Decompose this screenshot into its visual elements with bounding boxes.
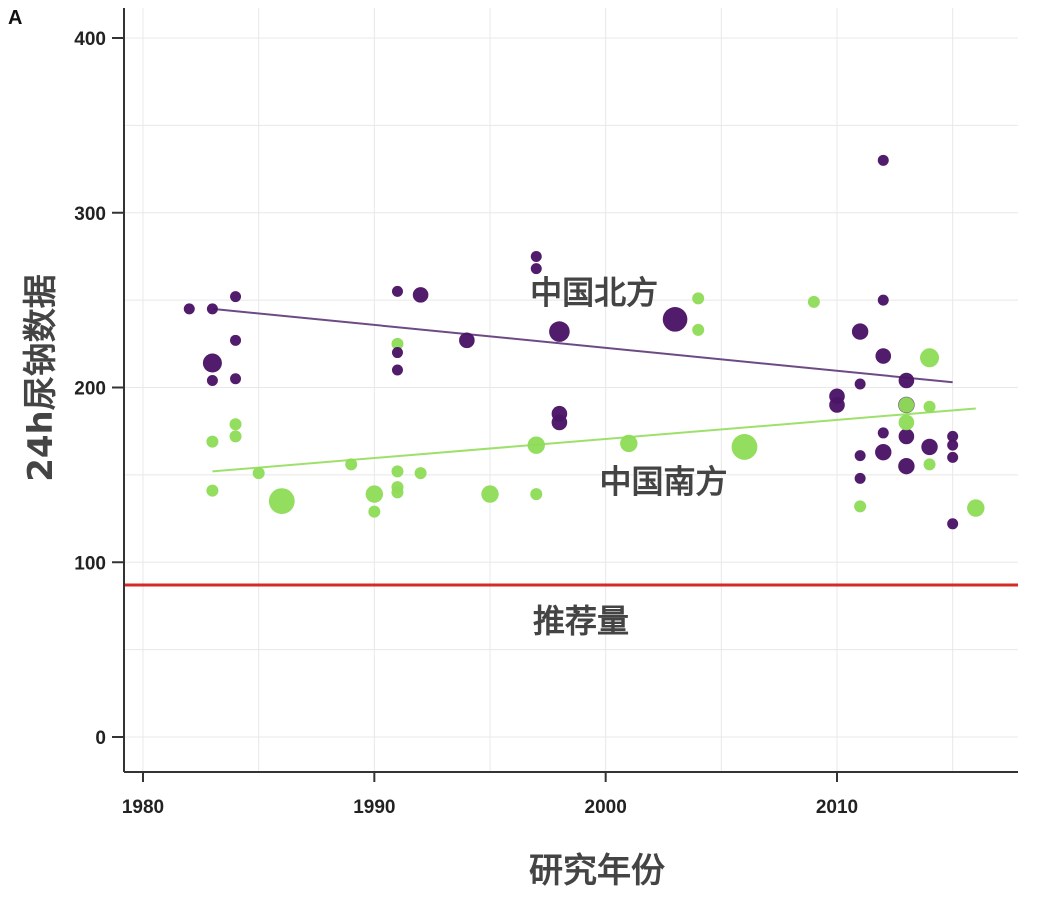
x-tick-label: 1990 [353, 797, 395, 818]
data-point-south [391, 337, 404, 350]
data-point-north [549, 321, 570, 342]
y-axis-ticks: 0 100 200 300 400 [74, 29, 124, 749]
x-tick-label: 1980 [122, 797, 164, 818]
data-point-north [854, 472, 866, 484]
data-point-north [230, 373, 242, 385]
y-tick-label: 300 [74, 204, 106, 225]
x-axis-title: 研究年份 [529, 851, 665, 891]
data-point-north [854, 450, 866, 462]
data-point-south [898, 414, 915, 431]
recommended-intake-line: 推荐量 [124, 583, 1018, 640]
series-annotation: 中国北方 [530, 274, 658, 312]
data-point-north [875, 443, 892, 461]
data-point-north [898, 457, 915, 475]
data-point-north [551, 414, 568, 431]
data-point-north [183, 303, 195, 315]
data-point-south [923, 458, 936, 471]
data-point-north [947, 430, 959, 442]
data-point-north [947, 451, 959, 463]
data-point-south [898, 397, 915, 413]
data-point-south [252, 467, 265, 480]
data-point-north [202, 353, 222, 373]
data-point-north [898, 428, 915, 445]
data-point-south [967, 499, 985, 517]
data-point-north [875, 348, 892, 364]
trend-line-north [212, 307, 953, 384]
data-point-north [921, 438, 938, 456]
data-points [183, 154, 985, 530]
reference-line-label: 推荐量 [533, 602, 629, 640]
data-point-south [923, 400, 936, 413]
series-annotation: 中国南方 [599, 462, 727, 500]
data-point-north [947, 518, 959, 530]
data-point-north [206, 303, 218, 315]
data-point-south [391, 486, 404, 499]
data-point-north [851, 323, 869, 340]
data-point-south [229, 418, 242, 431]
data-point-south [530, 488, 543, 501]
trend-lines [212, 307, 976, 473]
y-tick-label: 200 [74, 379, 106, 400]
data-point-south [731, 434, 758, 460]
data-point-north [662, 307, 688, 332]
data-point-south [620, 434, 638, 453]
y-tick-label: 100 [74, 553, 106, 574]
data-point-north [230, 291, 242, 303]
x-tick-label: 2000 [585, 797, 627, 818]
panel-label: A [8, 7, 22, 29]
x-axis-ticks: 1980 1990 2000 2010 [122, 772, 858, 818]
data-point-south [692, 292, 705, 305]
data-point-south [365, 485, 384, 503]
data-point-north [829, 397, 845, 413]
data-point-north [898, 372, 915, 389]
data-point-north [459, 332, 475, 349]
data-point-north [877, 427, 889, 439]
data-point-north [947, 439, 959, 451]
data-point-south [854, 500, 867, 513]
data-point-north [854, 378, 866, 390]
data-point-north [877, 294, 889, 306]
data-point-north [391, 285, 403, 297]
y-axis-title: 24h尿钠数据 [21, 274, 61, 482]
data-point-south [345, 458, 358, 471]
data-point-north [877, 154, 889, 166]
data-point-south [229, 430, 242, 443]
data-point-south [527, 436, 545, 454]
data-point-south [268, 488, 295, 514]
data-point-south [368, 505, 381, 518]
data-point-south [414, 467, 427, 480]
data-point-north [230, 334, 242, 346]
x-tick-label: 2010 [816, 797, 858, 818]
data-point-south [692, 323, 705, 336]
gridlines [124, 8, 1018, 772]
y-tick-label: 400 [74, 29, 106, 50]
data-point-south [206, 435, 219, 448]
data-point-south [206, 484, 219, 497]
data-point-south [481, 485, 499, 503]
data-point-north [530, 250, 542, 262]
data-point-south [807, 295, 820, 308]
data-point-south [391, 465, 404, 478]
axes [123, 8, 1018, 773]
data-point-north [391, 347, 403, 359]
y-tick-label: 0 [95, 728, 106, 749]
trend-line-south [212, 407, 976, 473]
data-point-north [206, 375, 218, 387]
data-point-north [412, 287, 429, 303]
data-point-north [530, 263, 542, 275]
data-point-north [391, 364, 403, 376]
data-point-south [920, 348, 940, 368]
